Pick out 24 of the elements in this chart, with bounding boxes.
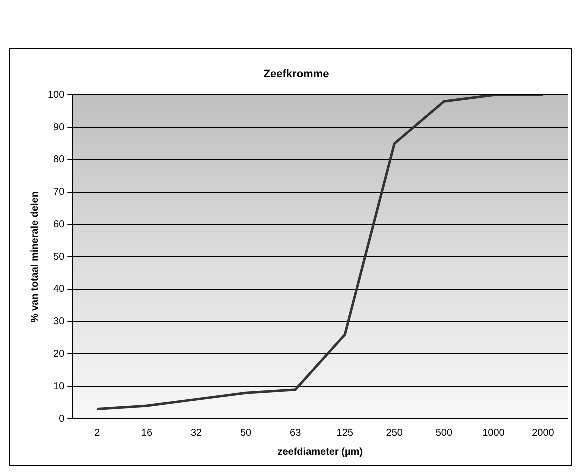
x-tick-label: 2 [94, 428, 101, 439]
x-tick-label: 32 [190, 428, 203, 439]
y-axis-title: % van totaal minerale delen [30, 192, 41, 323]
x-tick-label: 250 [386, 428, 404, 439]
y-tick-label: 30 [54, 316, 66, 328]
y-tick-label: 80 [54, 154, 66, 166]
y-tick-label: 10 [54, 381, 66, 392]
x-axis-title: zeefdiameter (µm) [278, 446, 363, 458]
x-tick-label: 2000 [532, 428, 555, 439]
y-tick-label: 100 [48, 90, 66, 101]
y-tick-label: 20 [54, 348, 66, 360]
y-tick-label: 50 [54, 252, 66, 263]
x-tick-label: 50 [240, 428, 252, 439]
y-tick-label: 60 [54, 219, 66, 230]
y-tick-label: 0 [59, 414, 66, 425]
chart-title: Zeefkromme [264, 68, 330, 81]
x-tick-label: 1000 [482, 428, 506, 439]
x-tick-label: 125 [336, 428, 354, 439]
x-tick-label: 500 [436, 428, 453, 439]
y-tick-label: 70 [54, 187, 66, 198]
y-tick-label: 40 [54, 284, 66, 296]
y-tick-label: 90 [54, 122, 66, 134]
x-tick-label: 16 [141, 428, 153, 439]
x-tick-label: 63 [290, 428, 302, 439]
